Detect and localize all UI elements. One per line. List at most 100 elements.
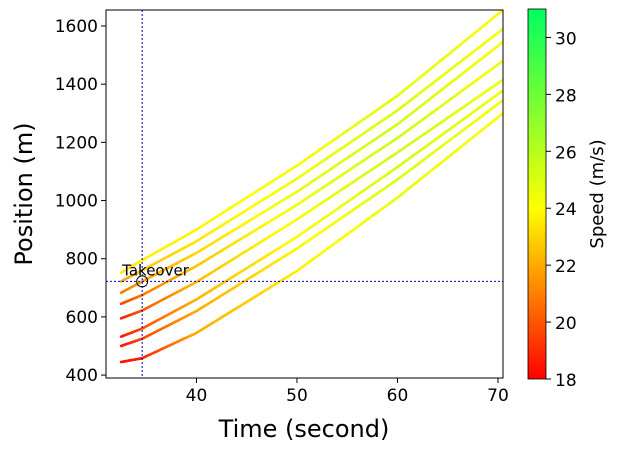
trajectory-segment — [304, 257, 316, 267]
trajectory-segment — [245, 244, 257, 253]
trajectory-segment — [354, 201, 366, 210]
trajectory-segment — [387, 109, 399, 118]
trajectory-segment — [195, 304, 207, 313]
y-tick-label: 1600 — [55, 17, 98, 37]
trajectory-segment — [457, 114, 470, 124]
trajectory-segment — [295, 229, 307, 239]
trajectory-segment — [287, 190, 299, 199]
trajectory-segment — [457, 102, 470, 112]
trajectory-segment — [337, 143, 349, 152]
trajectory-segment — [237, 300, 249, 309]
trajectory-segment — [475, 102, 487, 112]
trajectory-segment — [387, 196, 399, 206]
colorbar-tick-label: 26 — [555, 143, 577, 163]
trajectory-segment — [422, 168, 434, 178]
trajectory-segment — [371, 189, 383, 199]
trajectory-segment — [413, 146, 426, 156]
trajectory-segment — [362, 153, 374, 162]
trajectory-segment — [492, 111, 503, 122]
trajectory-segment — [345, 137, 357, 146]
trajectory-segment — [431, 88, 443, 99]
trajectory-segment — [379, 202, 391, 212]
trajectory-segment — [320, 168, 332, 177]
trajectory-segment — [466, 118, 478, 128]
trajectory-segment — [492, 98, 503, 109]
trajectory-segment — [304, 152, 316, 162]
trajectory-segment — [295, 263, 307, 273]
trajectory-segment — [413, 133, 426, 142]
trajectory-segment — [396, 171, 408, 181]
trajectory-segment — [379, 171, 391, 181]
trajectory-segment — [396, 87, 408, 98]
trajectory-segment — [371, 162, 383, 171]
plot-frame — [105, 9, 504, 379]
trajectory-segment — [440, 138, 452, 148]
trajectory-segment — [237, 221, 249, 229]
trajectory-segment — [195, 275, 207, 284]
trajectory-segment — [413, 117, 426, 127]
trajectory-segment — [337, 184, 349, 193]
trajectory-segment — [329, 135, 341, 144]
trajectory-segment — [262, 180, 274, 189]
trajectory-segment — [312, 230, 324, 239]
trajectory-segment — [329, 190, 341, 199]
trajectory-segment — [362, 183, 374, 192]
trajectory-segment — [270, 246, 282, 254]
trajectory-segment — [466, 96, 478, 106]
trajectory-segment — [245, 203, 257, 212]
trajectory-segment — [262, 251, 274, 260]
trajectory-segment — [195, 234, 207, 243]
trajectory-segment — [329, 218, 341, 227]
trajectory-line — [119, 89, 503, 338]
trajectory-segment — [312, 146, 324, 156]
trajectory-line — [119, 40, 503, 295]
trajectory-segment — [278, 182, 290, 191]
trajectory-segment — [362, 139, 374, 149]
trajectory-segment — [457, 140, 470, 150]
trajectory-segment — [253, 185, 265, 194]
trajectory-segment — [287, 177, 299, 186]
trajectory-segment — [362, 167, 374, 177]
y-axis-ticks: 400 600 800 1000 1200 1400 1600 — [55, 17, 106, 386]
trajectory-segment — [404, 123, 417, 133]
trajectory-segment — [448, 131, 461, 142]
trajectory-segment — [228, 226, 240, 234]
trajectory-segment — [379, 100, 391, 109]
trajectory-segment — [345, 151, 357, 160]
trajectory-segment — [237, 208, 249, 217]
trajectory-segment — [262, 193, 274, 201]
trajectory-segment — [220, 259, 232, 268]
trajectory-segment — [312, 173, 324, 182]
trajectory-segment — [475, 41, 487, 51]
trajectory-segment — [237, 278, 249, 287]
trajectory-segment — [312, 201, 324, 210]
trajectory-segment — [262, 285, 274, 293]
trajectory-segment — [295, 171, 307, 181]
trajectory-segment — [475, 23, 487, 33]
trajectory-segment — [270, 279, 282, 288]
trajectory-segment — [211, 265, 223, 273]
trajectory-segment — [270, 200, 282, 209]
trajectory-segment — [329, 162, 341, 171]
trajectory-segment — [371, 208, 383, 218]
trajectory-segment — [337, 129, 349, 138]
trajectory-segment — [484, 15, 496, 26]
trajectory-segment — [228, 239, 240, 247]
trajectory-segment — [396, 116, 408, 126]
trajectory-segment — [379, 184, 391, 193]
trajectory-segment — [371, 120, 383, 129]
trajectory-segment — [270, 175, 282, 183]
trajectory-segment — [457, 37, 470, 48]
trajectory-segment — [245, 215, 257, 224]
trajectory-segment — [220, 231, 232, 239]
trajectory-segment — [404, 95, 417, 105]
trajectory-segment — [345, 179, 357, 188]
trajectory-segment — [466, 78, 478, 88]
trajectory-segment — [354, 131, 366, 141]
trajectory-line — [119, 10, 503, 274]
trajectory-segment — [404, 109, 417, 119]
trajectory-line — [119, 27, 503, 283]
trajectory-segment — [404, 182, 417, 192]
trajectory-segment — [287, 247, 299, 256]
trajectory-segment — [379, 142, 391, 151]
